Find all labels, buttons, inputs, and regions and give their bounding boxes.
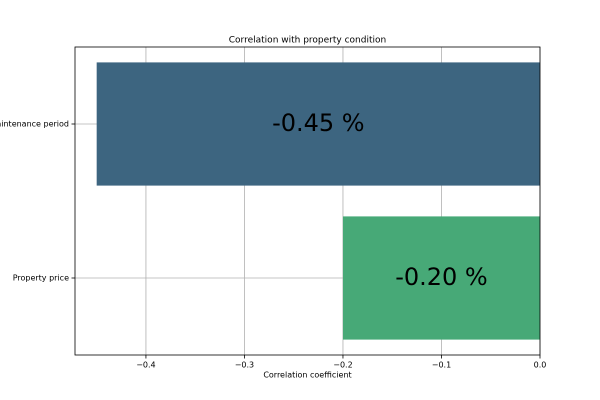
x-tick-label: −0.3 [235, 361, 254, 370]
bar [96, 62, 540, 186]
y-tick-label: Maintenance period [0, 120, 69, 129]
value-label: -0.20 % [395, 263, 488, 291]
plot-frame [74, 46, 541, 356]
x-axis-label: Correlation coefficient [263, 371, 351, 380]
x-tick-label: −0.2 [333, 361, 352, 370]
x-tick-label: −0.4 [136, 361, 155, 370]
value-label: -0.45 % [272, 109, 365, 137]
y-tick-label: Property price [13, 274, 69, 283]
x-tick-label: 0.0 [534, 361, 547, 370]
bar [342, 216, 540, 340]
chart-title: Correlation with property condition [229, 36, 386, 46]
x-tick-label: −0.1 [432, 361, 451, 370]
